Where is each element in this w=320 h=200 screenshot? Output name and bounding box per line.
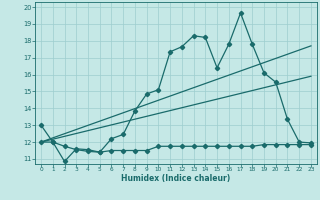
X-axis label: Humidex (Indice chaleur): Humidex (Indice chaleur) xyxy=(121,174,231,183)
